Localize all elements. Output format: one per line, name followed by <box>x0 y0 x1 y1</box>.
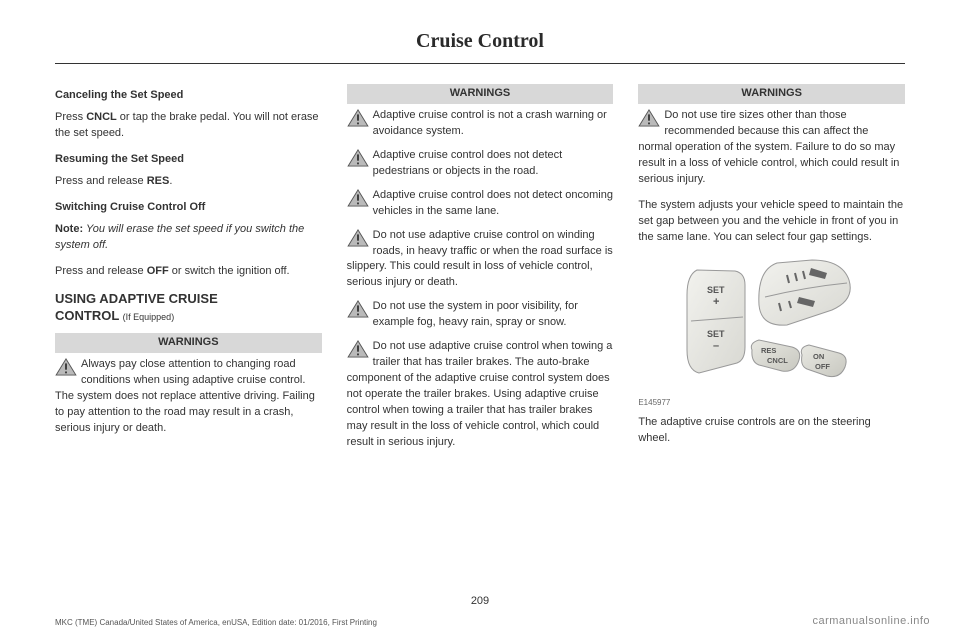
manual-page: Cruise Control Canceling the Set Speed P… <box>0 0 960 643</box>
label-set-plus: SET <box>707 285 725 295</box>
section-sub: (If Equipped) <box>123 312 175 322</box>
footer-watermark: carmanualsonline.info <box>812 615 930 627</box>
warning-text: Do not use tire sizes other than those r… <box>638 109 899 185</box>
footer-publication-info: MKC (TME) Canada/United States of Americ… <box>55 618 377 627</box>
warning-text: Do not use the system in poor visibility… <box>373 300 578 328</box>
warning-item: Adaptive cruise control does not detect … <box>347 188 614 220</box>
section-line2: CONTROL <box>55 308 123 323</box>
warning-triangle-icon <box>347 300 369 318</box>
warning-text: Do not use adaptive cruise control on wi… <box>347 229 613 289</box>
warning-triangle-icon <box>638 109 660 127</box>
warning-text: Adaptive cruise control does not detect … <box>373 189 613 217</box>
para-system-adjusts: The system adjusts your vehicle speed to… <box>638 198 905 246</box>
warning-triangle-icon <box>347 229 369 247</box>
warning-text: Adaptive cruise control does not detect … <box>373 149 563 177</box>
warning-item: Do not use adaptive cruise control on wi… <box>347 228 614 292</box>
warnings-header: WARNINGS <box>55 333 322 353</box>
section-heading-adaptive: USING ADAPTIVE CRUISE CONTROL (If Equipp… <box>55 291 322 325</box>
warning-text: Adaptive cruise control is not a crash w… <box>373 109 607 137</box>
warning-item: Do not use tire sizes other than those r… <box>638 108 905 188</box>
column-2: WARNINGS Adaptive cruise control is not … <box>347 84 614 564</box>
heading-cancel-speed: Canceling the Set Speed <box>55 88 322 104</box>
para-note: Note: You will erase the set speed if yo… <box>55 222 322 254</box>
warning-text: Always pay close attention to changing r… <box>55 358 315 434</box>
label-res: RES <box>761 346 776 355</box>
warning-triangle-icon <box>347 340 369 358</box>
page-number: 209 <box>0 595 960 607</box>
cruise-control-diagram: SET + SET – RES CNC <box>677 255 867 395</box>
warning-item: Do not use adaptive cruise control when … <box>347 339 614 451</box>
page-title: Cruise Control <box>55 30 905 64</box>
heading-resume-speed: Resuming the Set Speed <box>55 152 322 168</box>
para-controls-location: The adaptive cruise controls are on the … <box>638 415 905 447</box>
para-cancel-speed: Press CNCL or tap the brake pedal. You w… <box>55 110 322 142</box>
column-3: WARNINGS Do not use tire sizes other tha… <box>638 84 905 564</box>
warning-item: Adaptive cruise control is not a crash w… <box>347 108 614 140</box>
para-switch-off: Press and release OFF or switch the igni… <box>55 264 322 280</box>
section-line1: USING ADAPTIVE CRUISE <box>55 291 218 306</box>
warning-triangle-icon <box>347 149 369 167</box>
label-cncl: CNCL <box>767 356 788 365</box>
warning-item: Adaptive cruise control does not detect … <box>347 148 614 180</box>
warning-item: Do not use the system in poor visibility… <box>347 299 614 331</box>
heading-switch-off: Switching Cruise Control Off <box>55 200 322 216</box>
warning-triangle-icon <box>347 189 369 207</box>
label-off: OFF <box>815 362 830 371</box>
svg-text:+: + <box>713 296 719 308</box>
warnings-header: WARNINGS <box>347 84 614 104</box>
note-label: Note: <box>55 223 83 235</box>
content-columns: Canceling the Set Speed Press CNCL or ta… <box>55 84 905 564</box>
para-resume-speed: Press and release RES. <box>55 174 322 190</box>
warning-triangle-icon <box>347 109 369 127</box>
label-on: ON <box>813 352 824 361</box>
figure-label: E145977 <box>638 397 905 409</box>
warning-triangle-icon <box>55 358 77 376</box>
warning-item: Always pay close attention to changing r… <box>55 357 322 437</box>
warnings-header: WARNINGS <box>638 84 905 104</box>
column-1: Canceling the Set Speed Press CNCL or ta… <box>55 84 322 564</box>
label-set-minus: SET <box>707 329 725 339</box>
warning-text: Do not use adaptive cruise control when … <box>347 340 613 448</box>
note-text: You will erase the set speed if you swit… <box>55 223 304 251</box>
svg-text:–: – <box>713 340 719 352</box>
